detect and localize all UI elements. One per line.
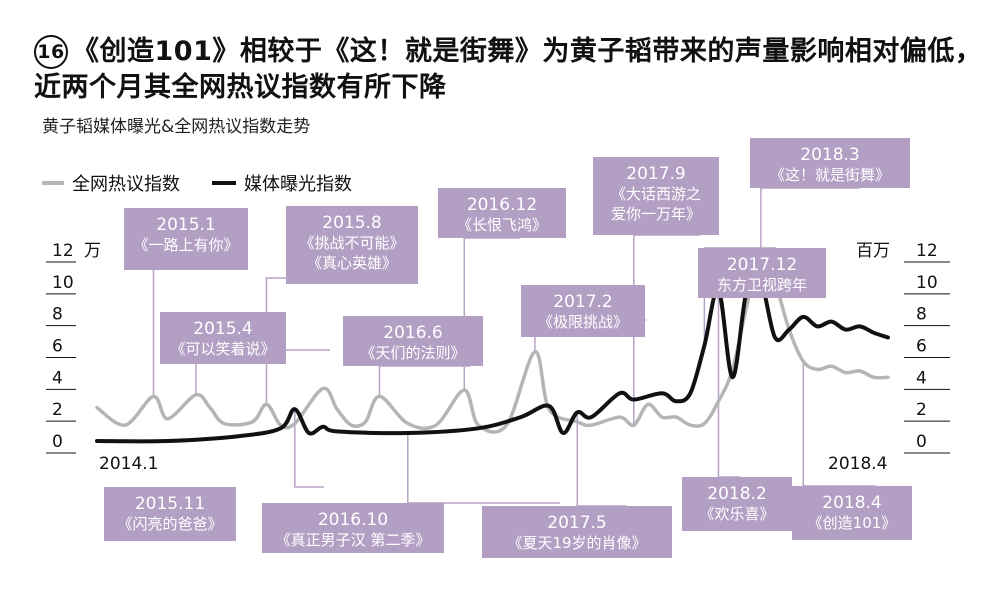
left-tick-label: 0 <box>52 432 63 452</box>
annotation-leader <box>463 237 520 391</box>
annotation-box <box>160 312 286 364</box>
annotation-name: 《闪亮的爸爸》 <box>117 515 222 533</box>
left-axis-unit: 万 <box>84 241 101 261</box>
left-tick-label: 12 <box>52 241 74 261</box>
annotation-date: 2017.2 <box>553 292 612 312</box>
annotation-name: 《真心英雄》 <box>307 254 397 272</box>
annotation-name: 《创造101》 <box>808 514 897 532</box>
annotation-date: 2015.4 <box>193 319 252 339</box>
x-start-label: 2014.1 <box>99 454 158 474</box>
annotation-name: 《真正男子汉 第二季》 <box>276 531 431 549</box>
right-tick-label: 12 <box>916 241 938 261</box>
right-tick-label: 4 <box>916 368 927 388</box>
annotation-date: 2017.9 <box>626 164 685 184</box>
title-text: 《创造101》相较于《这！就是街舞》为黄子韬带来的声量影响相对偏低，近两个月其全… <box>34 36 983 103</box>
annotation-box <box>792 486 912 540</box>
annotation-date: 2018.3 <box>800 145 859 165</box>
annotation-date: 2015.11 <box>135 494 205 514</box>
annotation-box <box>124 208 248 270</box>
left-tick-label: 8 <box>52 305 63 325</box>
left-tick-label: 6 <box>52 337 63 357</box>
annotation-box <box>682 477 792 531</box>
annotation-leader <box>760 187 860 250</box>
annotation-date: 2018.4 <box>822 493 881 513</box>
annotation-box <box>438 188 566 238</box>
right-axis-unit: 百万 <box>856 241 890 261</box>
annotation-date: 2018.2 <box>707 484 766 504</box>
annotation-name: 《天们的法则》 <box>360 344 465 362</box>
right-tick-label: 0 <box>916 432 927 452</box>
annotation-name: 爱你一万年》 <box>611 205 701 223</box>
annotation-name: 《夏天19岁的肖像》 <box>507 534 646 552</box>
right-tick-label: 10 <box>916 273 938 293</box>
annotation-box <box>343 316 483 366</box>
annotation-date: 2016.10 <box>318 510 388 530</box>
annotation-box <box>104 487 236 541</box>
annotation-name: 《一路上有你》 <box>133 236 238 254</box>
left-tick-label: 10 <box>52 273 74 293</box>
legend-label-hot: 全网热议指数 <box>72 174 180 195</box>
annotation-name: 《这！就是街舞》 <box>770 166 890 184</box>
annotation-leader <box>407 433 560 504</box>
annotation-box <box>286 206 418 284</box>
annotation-name: 《可以笑着说》 <box>170 340 275 358</box>
annotation-leader <box>134 261 155 397</box>
right-tick-label: 6 <box>916 337 927 357</box>
annotation-date: 2016.12 <box>467 195 537 215</box>
annotation-name: 《挑战不可能》 <box>299 234 404 252</box>
right-tick-label: 8 <box>916 305 927 325</box>
title-number-badge: 16 <box>34 35 68 69</box>
annotation-box <box>262 503 444 553</box>
annotation-box <box>593 157 719 235</box>
annotation-leader <box>378 365 470 397</box>
annotation-box <box>698 248 826 298</box>
annotation-box <box>521 285 645 337</box>
annotation-box <box>750 138 910 188</box>
annotation-leader <box>294 409 324 488</box>
left-tick-label: 4 <box>52 368 63 388</box>
annotation-date: 2017.12 <box>727 255 797 275</box>
annotation-name: 《大话西游之 <box>611 185 701 203</box>
right-tick-label: 2 <box>916 400 927 420</box>
series-line-media-index <box>95 274 890 444</box>
annotation-name: 东方卫视跨年 <box>717 276 807 294</box>
annotation-name: 《长恨飞鸿》 <box>457 216 547 234</box>
annotation-name: 《极限挑战》 <box>538 313 628 331</box>
series-line-hot-index <box>95 247 890 434</box>
chart-subtitle: 黄子韬媒体曝光&全网热议指数走势 <box>42 117 311 137</box>
chart-title: 16 《创造101》相较于《这！就是街舞》为黄子韬带来的声量影响相对偏低，近两个月… <box>34 34 989 106</box>
annotation-date: 2017.5 <box>547 513 606 533</box>
annotation-date: 2016.6 <box>383 323 442 343</box>
x-end-label: 2018.4 <box>828 454 887 474</box>
annotation-date: 2015.1 <box>156 215 215 235</box>
annotation-name: 《欢乐喜》 <box>699 505 774 523</box>
annotation-date: 2015.8 <box>322 213 381 233</box>
legend-label-media: 媒体曝光指数 <box>244 174 352 195</box>
annotation-box <box>482 506 672 558</box>
left-tick-label: 2 <box>52 400 63 420</box>
